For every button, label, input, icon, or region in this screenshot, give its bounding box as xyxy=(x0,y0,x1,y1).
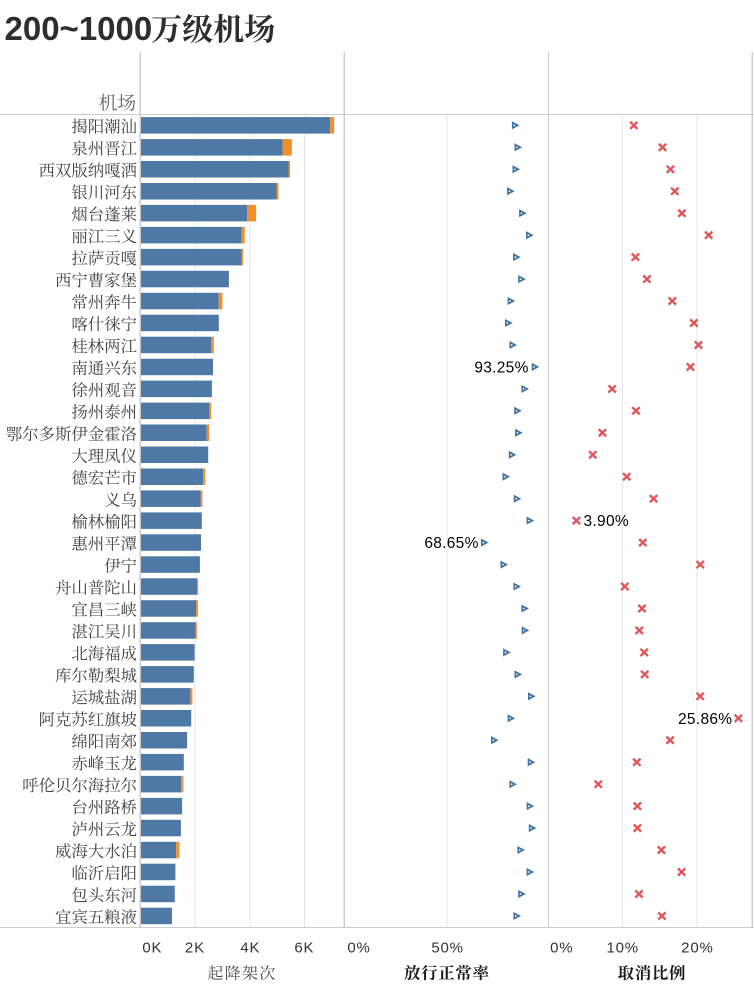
svg-text:68.65%: 68.65% xyxy=(424,535,478,552)
svg-text:3.90%: 3.90% xyxy=(584,513,629,530)
svg-text:10%: 10% xyxy=(606,940,638,957)
svg-text:0K: 0K xyxy=(142,940,162,957)
svg-text:0%: 0% xyxy=(347,940,370,957)
svg-text:0%: 0% xyxy=(550,940,573,957)
svg-text:6K: 6K xyxy=(294,940,314,957)
svg-text:50%: 50% xyxy=(431,940,463,957)
svg-text:93.25%: 93.25% xyxy=(474,360,528,377)
svg-text:4K: 4K xyxy=(240,940,260,957)
svg-text:2K: 2K xyxy=(185,940,205,957)
svg-text:200~1000: 200~1000 xyxy=(5,10,153,47)
svg-text:25.86%: 25.86% xyxy=(678,711,732,728)
svg-text:20%: 20% xyxy=(681,940,713,957)
